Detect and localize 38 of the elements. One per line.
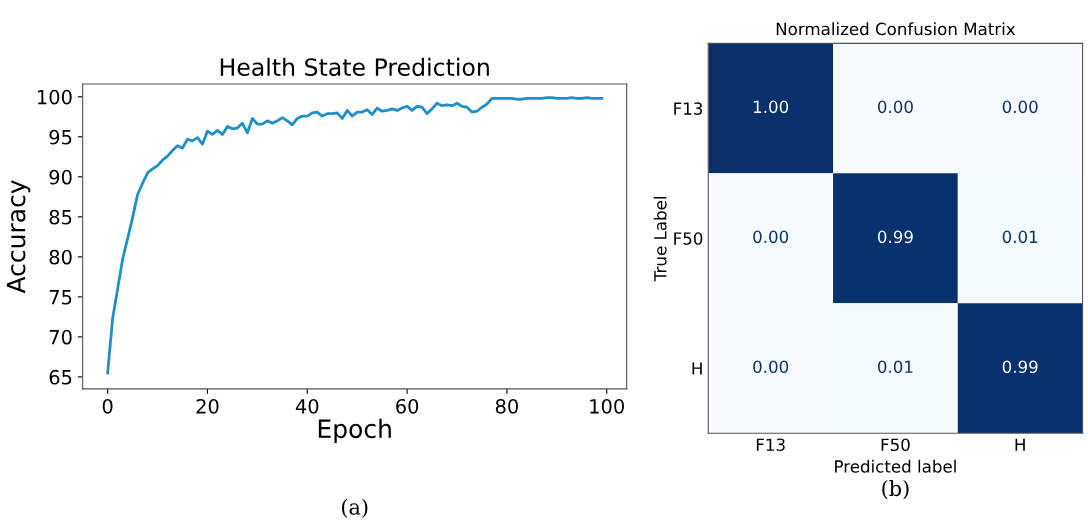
y-tick-label: 100 xyxy=(37,89,72,105)
y-tick-label: 75 xyxy=(49,290,72,305)
data-label: 0.00 xyxy=(1002,100,1038,114)
data-label: 1.00 xyxy=(753,100,789,114)
x-tick-label: 100 xyxy=(590,398,624,414)
y-tick-label: F50 xyxy=(674,232,703,245)
chart-title: Normalized Confusion Matrix xyxy=(776,22,1016,36)
y-tick-label: 95 xyxy=(49,129,72,145)
data-label: 0.00 xyxy=(877,100,913,114)
text: (b) xyxy=(882,480,909,500)
x-tick-label: 60 xyxy=(396,398,419,414)
data-label: 0.99 xyxy=(1002,360,1038,374)
data-label: 0.00 xyxy=(753,360,789,374)
x-tick-label: 80 xyxy=(495,398,518,414)
y-tick-label: 80 xyxy=(49,249,72,265)
x-axis-title: Predicted label xyxy=(835,459,956,473)
y-tick-label: 90 xyxy=(49,169,72,185)
y-tick-label: 65 xyxy=(49,369,72,385)
x-tick-label: F50 xyxy=(881,438,910,452)
x-tick-label: 0 xyxy=(102,398,113,414)
data-label: 0.01 xyxy=(877,360,913,374)
chart-title: Health State Prediction xyxy=(220,57,489,77)
x-tick-label: 20 xyxy=(196,398,219,414)
x-tick-label: F13 xyxy=(756,438,785,452)
line-series xyxy=(106,96,604,375)
y-tick-label: F13 xyxy=(674,102,703,115)
y-tick-label: 85 xyxy=(49,209,72,225)
x-tick-label: H xyxy=(1015,438,1025,451)
data-label: 0.00 xyxy=(753,230,789,244)
y-tick-label: 70 xyxy=(49,329,72,345)
x-tick-label: 40 xyxy=(295,398,319,414)
y-tick-label: H xyxy=(692,362,702,375)
y-axis-title: Accuracy xyxy=(6,180,31,294)
x-axis-title: Epoch xyxy=(318,418,391,444)
text: (a) xyxy=(342,498,368,518)
y-axis-title: True Label xyxy=(653,197,667,282)
data-label: 0.99 xyxy=(877,230,913,244)
data-label: 0.01 xyxy=(1002,230,1038,244)
